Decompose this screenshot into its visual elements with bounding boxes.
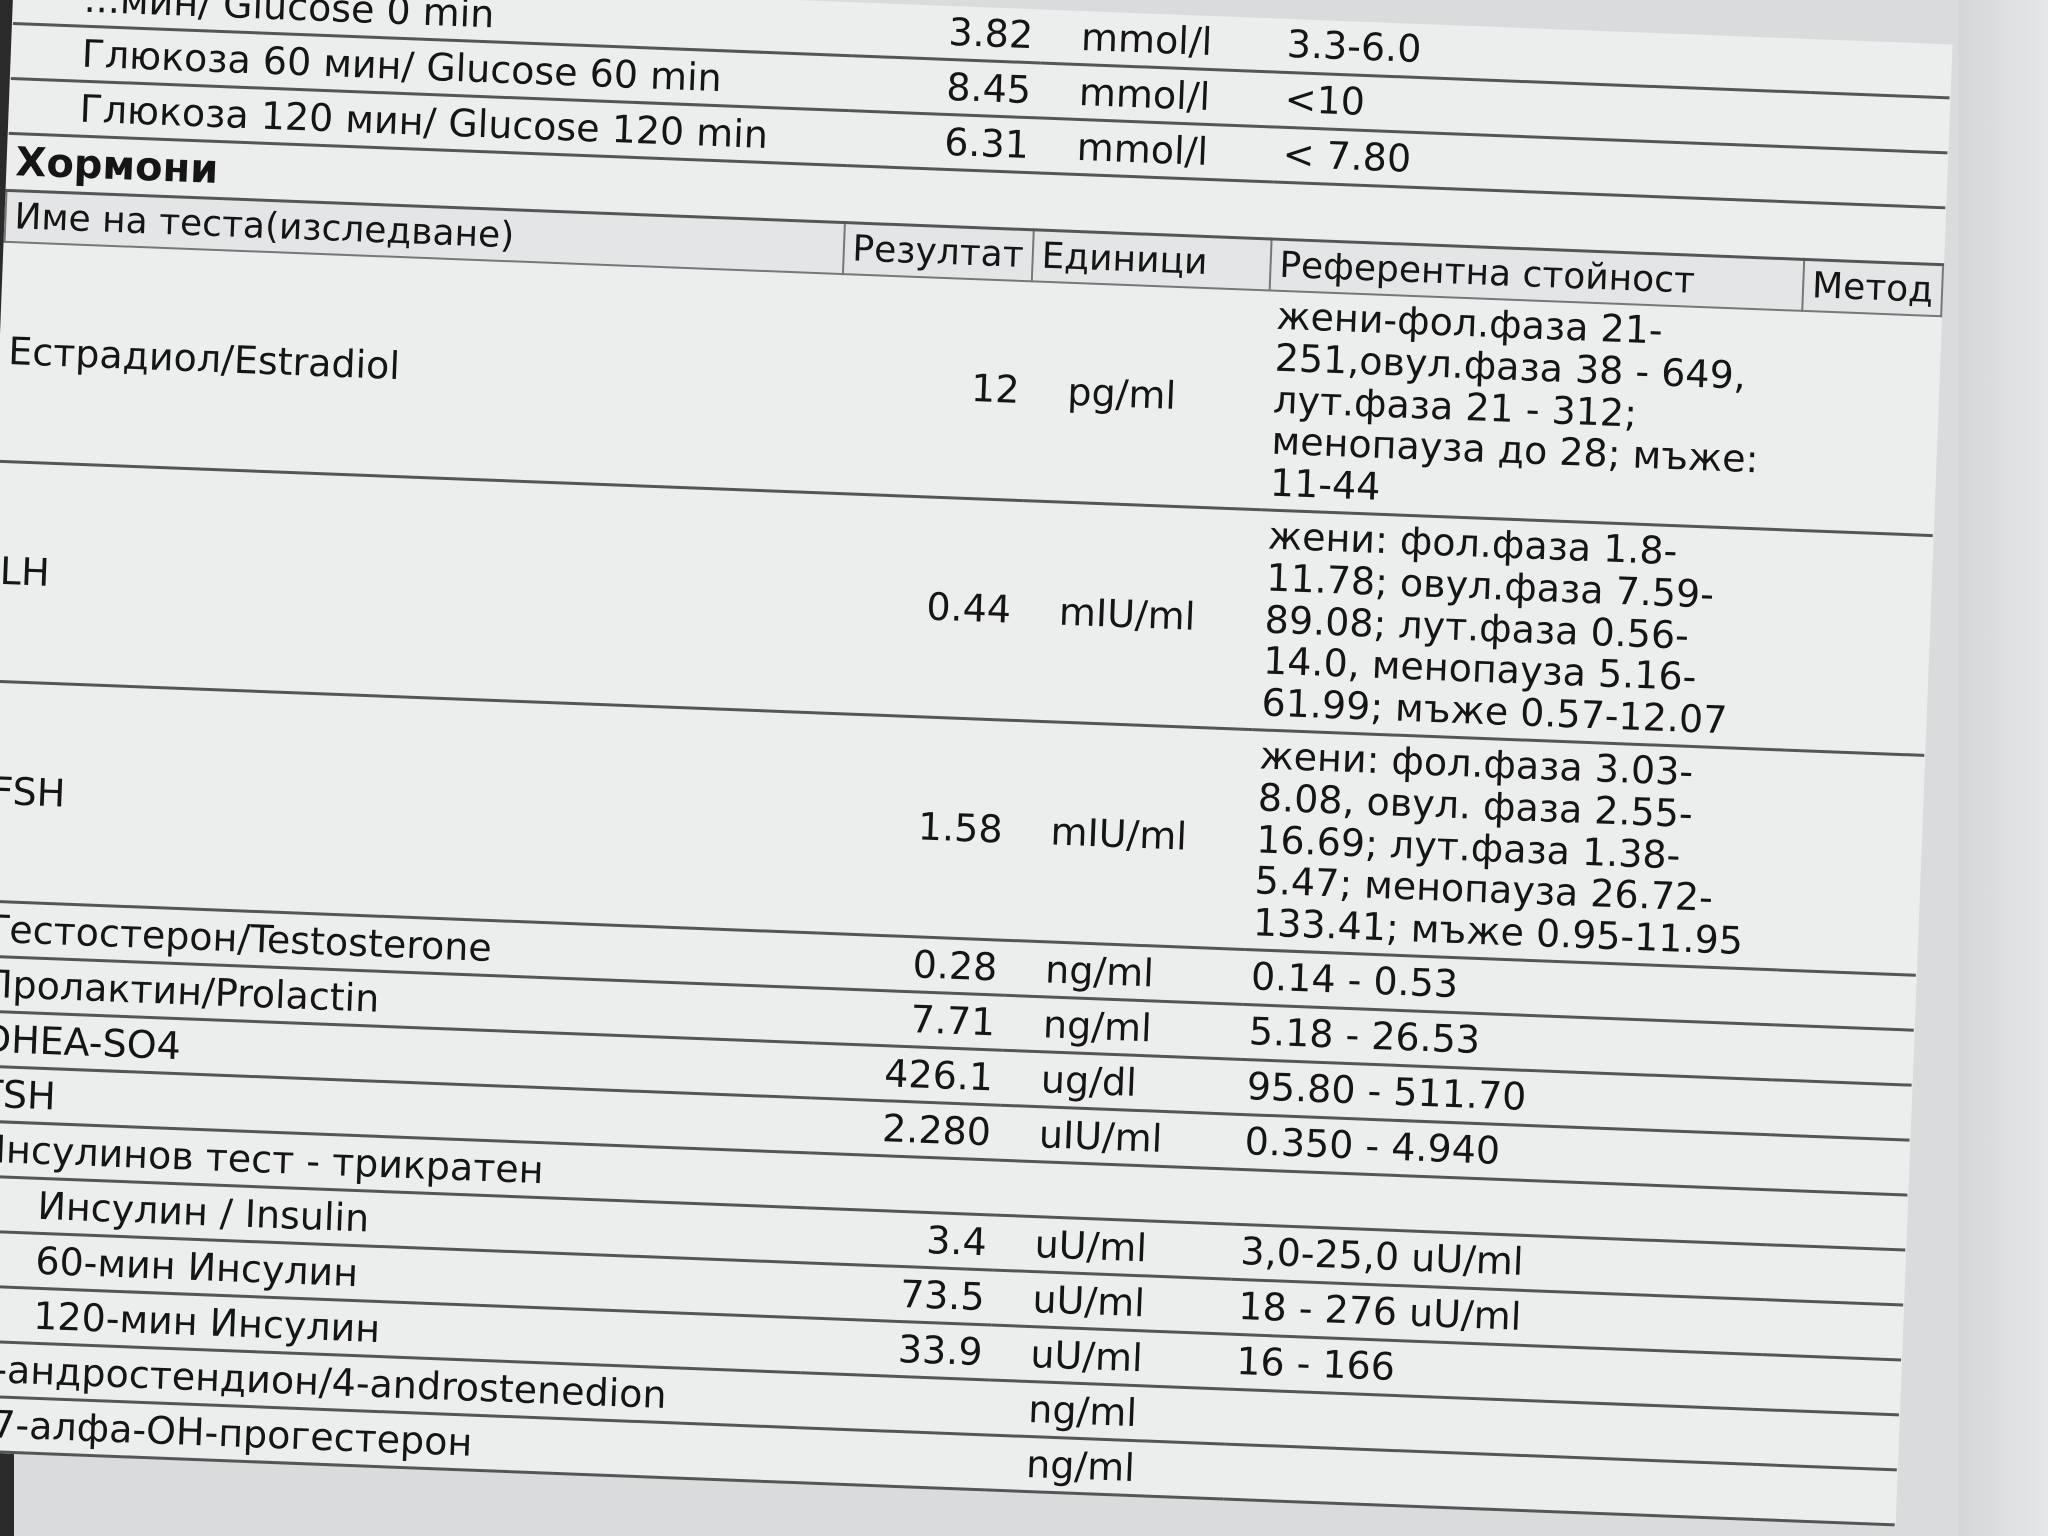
cell-method xyxy=(1757,1409,1899,1470)
cell-unit: mmol/l xyxy=(1040,9,1280,73)
cell-method xyxy=(1793,310,1942,536)
cell-method xyxy=(1768,1134,1910,1196)
cell-unit: pg/ml xyxy=(1023,281,1270,510)
cell-ref: жени: фол.фаза 1.8-11.78; овул.фаза 7.59… xyxy=(1252,509,1794,751)
cell-unit: ng/ml xyxy=(985,1434,1226,1499)
results-table: ...мин/ Glucose 0 min 3.82 mmol/l 3.3-6.0 Гл… xyxy=(0,0,1952,1525)
cell-method xyxy=(1806,147,1948,208)
cell-result xyxy=(798,1372,990,1435)
lab-results-sheet: ...мин/ Glucose 0 min 3.82 mmol/l 3.3-6.0 Гл… xyxy=(0,0,1953,1527)
cell-method xyxy=(1772,1024,1914,1086)
cell-unit: mIU/ml xyxy=(1006,720,1253,950)
header-unit: Единици xyxy=(1031,229,1272,291)
cell-method xyxy=(1776,750,1925,976)
cell-unit: uIU/ml xyxy=(997,1105,1238,1170)
cell-unit: ng/ml xyxy=(1002,995,1243,1060)
cell-method xyxy=(1764,1244,1906,1305)
cell-unit: mmol/l xyxy=(1037,62,1278,128)
cell-method xyxy=(1770,1079,1912,1141)
cell-unit: mmol/l xyxy=(1035,117,1276,183)
cell-result: 73.5 xyxy=(802,1262,994,1325)
cell-method xyxy=(1774,969,1916,1031)
header-result: Резултат xyxy=(842,222,1034,282)
cell-result: 426.1 xyxy=(810,1042,1003,1106)
cell-method xyxy=(1762,1299,1904,1360)
cell-method xyxy=(1785,530,1933,756)
cell-method xyxy=(1810,39,1952,98)
cell-ref: жени-фол.фаза 21-251,овул.фаза 38 - 649,… xyxy=(1261,290,1803,531)
cell-unit: ng/ml xyxy=(1004,940,1245,1005)
cell-unit: uU/ml xyxy=(991,1270,1232,1335)
cell-result: 2.280 xyxy=(808,1097,1001,1161)
cell-name: Естрадиол/Estradiol xyxy=(0,241,843,494)
cell-result: 7.71 xyxy=(812,987,1005,1051)
cell-result: 0.44 xyxy=(825,493,1024,721)
cell-result: 1.58 xyxy=(817,713,1015,941)
cell-method xyxy=(1808,92,1950,153)
cell-unit: ug/dl xyxy=(1000,1050,1240,1115)
cell-method xyxy=(1755,1464,1897,1525)
cell-unit: uU/ml xyxy=(993,1215,1234,1280)
cell-result: 33.9 xyxy=(800,1317,992,1380)
cell-unit: uU/ml xyxy=(989,1324,1230,1390)
cell-name: LH xyxy=(0,461,835,714)
cell-result: 6.31 xyxy=(846,110,1038,173)
cell-method xyxy=(1759,1354,1902,1415)
cell-ref: жени: фол.фаза 3.03-8.08, овул. фаза 2.5… xyxy=(1244,729,1786,970)
cell-name: FSH xyxy=(0,680,826,933)
cell-result: 0.28 xyxy=(815,932,1007,996)
cell-result xyxy=(796,1427,988,1490)
cell-result: 8.45 xyxy=(848,55,1041,118)
header-method: Метод xyxy=(1802,259,1944,317)
cell-unit: mIU/ml xyxy=(1014,500,1262,730)
cell-result: 3.82 xyxy=(850,2,1043,63)
monitor-bezel xyxy=(1958,0,2048,1536)
cell-result: 12 xyxy=(834,274,1032,501)
cell-unit: ng/ml xyxy=(987,1379,1228,1445)
cell-result: 3.4 xyxy=(804,1207,996,1271)
